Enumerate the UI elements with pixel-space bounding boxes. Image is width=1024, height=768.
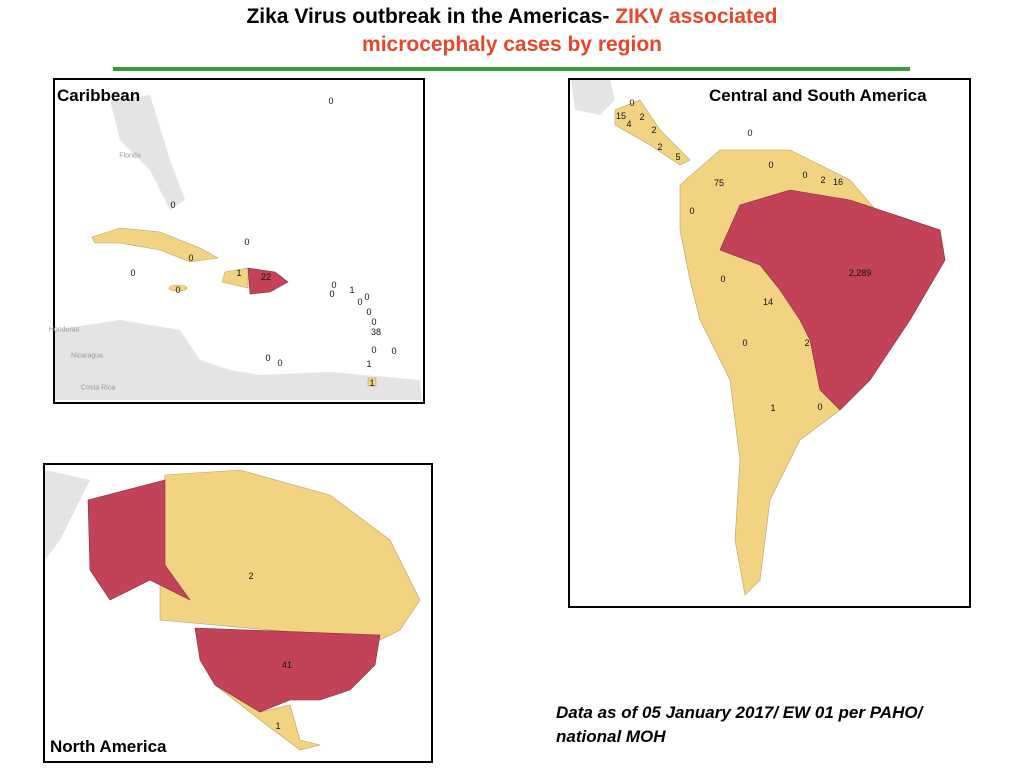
case-count: 0 [747,128,753,138]
case-count: 0 [331,280,337,290]
place-name: Florida [119,152,141,160]
case-count: 2 [657,142,663,152]
case-count: 2,289 [848,268,872,278]
case-count: 4 [626,119,632,129]
case-count: 0 [357,297,363,307]
title-red: ZIKV associated [615,5,778,28]
case-count: 2 [804,338,810,348]
case-count: 0 [366,307,372,317]
title-black: Zika Virus outbreak in the Americas- [246,5,610,28]
case-count: 0 [329,289,335,299]
case-count: 0 [802,170,808,180]
case-count: 0 [371,345,377,355]
case-count: 0 [364,292,370,302]
north-america-panel [43,463,433,763]
case-count: 1 [349,285,355,295]
case-count: 2 [248,571,254,581]
place-name: Honduras [48,326,80,334]
case-count: 38 [370,327,382,337]
case-count: 0 [277,358,283,368]
case-count: 22 [260,272,272,282]
title-red: microcephaly cases by region [362,33,662,56]
footnote: national MOH [556,727,666,746]
case-count: 0 [175,285,181,295]
case-count: 0 [629,98,635,108]
footnote: Data as of 05 January 2017/ EW 01 per PA… [556,703,923,722]
case-count: 2 [639,112,645,122]
place-name: Nicaragua [71,352,103,360]
case-count: 1 [770,403,776,413]
case-count: 2 [820,175,826,185]
case-count: 1 [236,268,242,278]
case-count: 14 [762,297,774,307]
title-line: Zika Virus outbreak in the Americas- ZIK… [0,5,1024,29]
case-count: 0 [689,206,695,216]
case-count: 0 [170,200,176,210]
case-count: 41 [281,660,293,670]
case-count: 1 [366,359,372,369]
case-count: 0 [130,268,136,278]
case-count: 75 [713,178,725,188]
case-count: 0 [265,353,271,363]
place-name: Costa Rica [80,384,116,392]
panel-title: Caribbean [57,86,141,105]
case-count: 0 [244,237,250,247]
case-count: 1 [275,721,281,731]
case-count: 16 [832,177,844,187]
case-count: 0 [768,160,774,170]
case-count: 5 [675,152,681,162]
case-count: 0 [817,402,823,412]
caribbean-panel [53,78,425,404]
panel-title: Central and South America [709,86,927,105]
panel-title: North America [50,737,167,756]
case-count: 1 [369,378,375,388]
case-count: 0 [371,317,377,327]
case-count: 15 [615,111,627,121]
case-count: 0 [720,274,726,284]
case-count: 0 [328,96,334,106]
divider [113,67,910,71]
case-count: 0 [742,338,748,348]
case-count: 2 [651,125,657,135]
central-south-america-panel [568,78,971,608]
case-count: 0 [188,253,194,263]
case-count: 0 [391,346,397,356]
